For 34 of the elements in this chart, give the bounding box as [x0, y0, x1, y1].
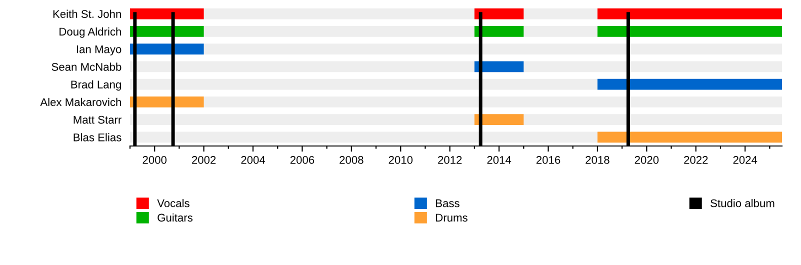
y-tick-label: Alex Makarovich: [40, 98, 121, 106]
legend-label: Drums: [436, 214, 468, 222]
x-tick-label: 2024: [733, 156, 758, 164]
x-tick-label: 2008: [340, 156, 364, 164]
y-tick-label: Keith St. John: [53, 10, 121, 18]
x-tick-label: 2014: [487, 156, 512, 164]
bar: [474, 61, 524, 72]
x-tick-label: 2016: [536, 156, 560, 164]
y-tick-label: Sean McNabb: [52, 62, 122, 71]
bar: [130, 8, 204, 20]
bar: [130, 44, 204, 55]
x-tick-label: 2002: [192, 156, 216, 164]
x-tick-label: 2012: [438, 156, 462, 164]
y-tick-label: Brad Lang: [71, 80, 121, 91]
legend-label: Bass: [436, 199, 460, 208]
bar: [474, 8, 524, 20]
x-tick-label: 2020: [634, 156, 659, 164]
x-tick-label: 2022: [684, 156, 708, 164]
bar: [474, 26, 524, 37]
x-tick-label: 2000: [142, 156, 167, 164]
bar: [474, 114, 524, 126]
legend-label: Studio album: [710, 199, 774, 208]
y-tick-label: Doug Aldrich: [60, 27, 121, 38]
bar: [130, 96, 204, 108]
legend-label: Guitars: [158, 213, 192, 222]
y-tick-label: Matt Starr: [74, 116, 122, 124]
x-tick-label: 2004: [241, 156, 266, 164]
x-tick-label: 2018: [586, 156, 610, 164]
y-tick-label: Blas Elias: [74, 133, 122, 142]
legend-label: Vocals: [157, 199, 190, 208]
x-tick-label: 2010: [388, 156, 413, 164]
y-tick-label: Ian Mayo: [76, 45, 122, 56]
x-tick-label: 2006: [290, 156, 314, 164]
bar: [130, 26, 204, 37]
